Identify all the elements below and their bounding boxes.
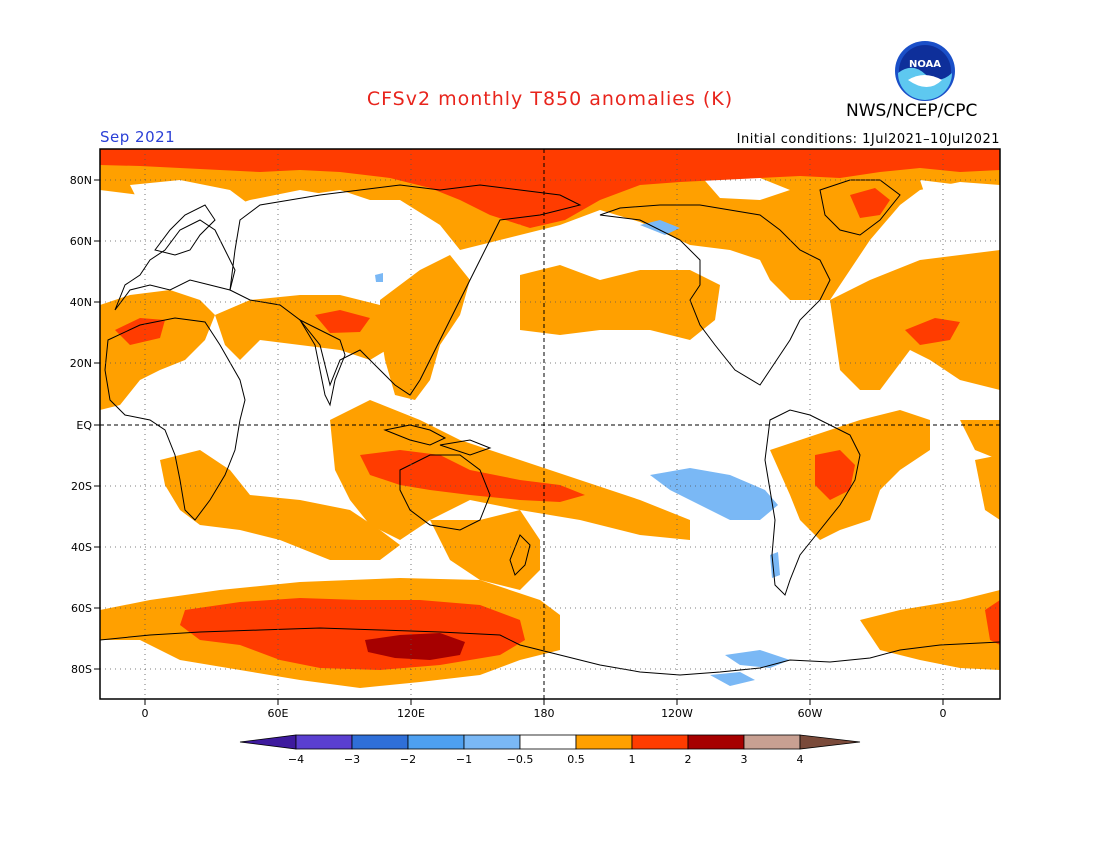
colorbar-label: 1 [629,753,636,766]
lon-label: 120W [661,707,693,720]
colorbar-segment [519,734,577,750]
tick-marks [94,179,944,705]
colorbar [239,734,861,750]
lat-label: 20N [70,357,92,370]
colorbar-segment [575,734,633,750]
gridlines [100,149,1000,699]
colorbar-label: −1 [456,753,472,766]
map-field [100,149,1000,699]
month-label: Sep 2021 [100,128,176,146]
colorbar-label: −4 [288,753,304,766]
noaa-logo: NOAA [895,41,955,101]
lon-label: 120E [397,707,425,720]
lat-label: 60S [71,602,92,615]
lat-label: 80S [71,663,92,676]
colorbar-label: 4 [797,753,804,766]
colorbar-segment [407,734,465,750]
lat-label: 40N [70,296,92,309]
anomaly-level-1 [100,149,1000,670]
lon-label: 180 [534,707,555,720]
initial-conditions-label: Initial conditions: 1Jul2021–10Jul2021 [736,132,1000,147]
lat-label: 80N [70,174,92,187]
latitude-labels: 80N 60N 40N 20N EQ 20S 40S 60S 80S [70,174,93,676]
anomaly-level-2 [365,633,465,660]
colorbar-label: 0.5 [567,753,585,766]
colorbar-arrow-left [239,734,297,750]
lat-label: EQ [76,419,92,432]
map-frame [99,148,1001,700]
lat-label: 60N [70,235,92,248]
lon-label: 0 [142,707,149,720]
equator-dateline [100,149,1000,699]
colorbar-segment [631,734,689,750]
lat-label: 20S [71,480,92,493]
colorbar-arrow-right [799,734,861,750]
colorbar-label: 2 [685,753,692,766]
lon-label: 60W [798,707,823,720]
lon-label: 60E [268,707,289,720]
colorbar-segment [687,734,745,750]
neutral-holes [130,175,990,225]
colorbar-segment [351,734,409,750]
org-label: NWS/NCEP/CPC [846,101,978,121]
lon-label: 0 [940,707,947,720]
colorbar-segment [743,734,801,750]
colorbar-label: −0.5 [507,753,534,766]
colorbar-segment [463,734,521,750]
lat-label: 40S [71,541,92,554]
anomaly-level-neg-0.5 [375,220,790,686]
colorbar-label: −2 [400,753,416,766]
colorbar-label: 3 [741,753,748,766]
colorbar-label: −3 [344,753,360,766]
colorbar-segment [295,734,353,750]
chart-title: CFSv2 monthly T850 anomalies (K) [366,88,734,110]
coastlines [100,179,1000,676]
noaa-logo-text: NOAA [909,59,941,70]
colorbar-labels: −4 −3 −2 −1 −0.5 0.5 1 2 3 4 [288,753,804,766]
longitude-labels: 0 60E 120E 180 120W 60W 0 [142,707,947,720]
